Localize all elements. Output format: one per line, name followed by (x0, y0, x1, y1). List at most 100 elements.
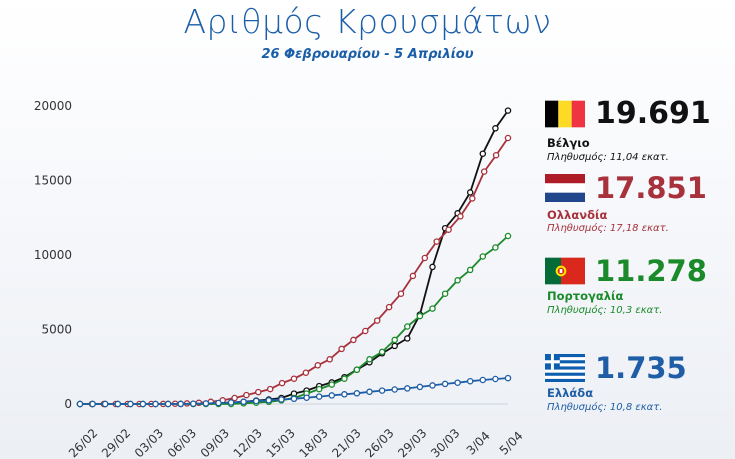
data-point (441, 380, 449, 388)
series-4 (76, 374, 512, 408)
data-point (353, 366, 361, 373)
data-point (416, 383, 424, 391)
data-point (391, 336, 398, 344)
data-point (315, 393, 323, 400)
data-point (492, 375, 499, 383)
data-point (231, 394, 238, 402)
netherlands-flag-icon (545, 174, 585, 202)
data-point (341, 391, 348, 398)
series-line (80, 137, 509, 405)
data-point (480, 168, 488, 175)
greece-value: 1.735 (595, 351, 687, 385)
data-point (492, 125, 499, 132)
data-point (391, 386, 398, 393)
greece-population: Πληθυσμός: 10,8 εκατ. (547, 402, 663, 413)
data-point (164, 400, 172, 408)
x-tick-label: 06/03 (165, 426, 199, 459)
data-point (366, 356, 373, 363)
data-point (278, 396, 285, 403)
data-point (479, 150, 487, 157)
data-point (479, 376, 487, 384)
data-point (328, 381, 336, 388)
data-point (127, 400, 134, 408)
data-point (504, 232, 512, 240)
data-point (240, 398, 247, 406)
x-tick-label: 09/03 (198, 426, 232, 459)
data-point (190, 400, 197, 407)
data-point (429, 305, 436, 312)
greece-country: Ελλάδα (547, 386, 594, 400)
data-point (385, 303, 393, 311)
data-point (441, 290, 449, 297)
data-point (429, 263, 436, 271)
data-point (445, 226, 452, 233)
x-tick-label: 3/04 (464, 429, 493, 458)
x-tick-label: 15/03 (264, 426, 298, 459)
series-2 (76, 134, 512, 408)
data-point (315, 385, 323, 393)
chart-subtitle: 26 Φεβρουαρίου - 5 Απριλίου (261, 47, 474, 62)
data-point (266, 385, 274, 393)
x-tick-label: 12/03 (231, 426, 265, 459)
data-point (152, 400, 159, 408)
data-point (290, 395, 298, 403)
data-point (397, 290, 405, 297)
data-point (353, 390, 361, 397)
y-tick-label: 20000 (34, 99, 72, 113)
x-tick-label: 26/03 (362, 426, 396, 459)
data-point (366, 388, 373, 396)
data-point (255, 388, 262, 396)
greece-flag-icon (545, 354, 585, 382)
data-point (328, 392, 336, 399)
data-point (243, 391, 250, 399)
data-point (202, 400, 210, 407)
data-point (404, 323, 411, 330)
data-point (290, 375, 298, 382)
data-point (139, 400, 147, 408)
y-tick-label: 15000 (34, 174, 72, 188)
data-point (504, 134, 512, 142)
netherlands-population: Πληθυσμός: 17,18 εκατ. (547, 223, 669, 234)
data-point (421, 254, 429, 262)
data-point (466, 266, 474, 274)
netherlands-country: Ολλανδία (547, 208, 608, 222)
belgium-country: Βέλγιο (547, 136, 590, 150)
data-point (314, 362, 322, 369)
x-axis: 26/0229/0203/0306/0309/0312/0315/0318/03… (66, 403, 526, 459)
data-point (378, 387, 386, 394)
belgium-value: 19.691 (595, 96, 711, 131)
x-tick-label: 30/03 (428, 426, 462, 459)
x-tick-label: 26/02 (66, 426, 100, 459)
data-point (457, 213, 464, 220)
data-point (76, 400, 84, 408)
data-point (466, 377, 474, 385)
x-tick-label: 21/03 (329, 426, 363, 459)
data-point (404, 335, 411, 342)
belgium-flag-icon (545, 100, 585, 128)
x-tick-label: 29/03 (395, 426, 429, 459)
data-point (479, 253, 487, 260)
portugal-country: Πορτογαλία (547, 289, 624, 303)
belgium-population: Πληθυσμός: 11,04 εκατ. (547, 152, 669, 163)
y-tick-label: 0 (64, 397, 72, 411)
y-axis: 0 5000 10000 15000 20000 (34, 99, 72, 411)
data-point (454, 277, 461, 284)
data-point (504, 107, 512, 114)
data-point (429, 382, 436, 389)
data-point (303, 394, 310, 401)
data-point (326, 356, 333, 363)
data-point (391, 342, 398, 350)
x-tick-label: 03/03 (132, 426, 166, 459)
netherlands-value: 17.851 (595, 171, 707, 205)
series-line (80, 110, 509, 405)
portugal-flag-icon (545, 257, 585, 285)
data-point (89, 400, 96, 408)
data-point (404, 385, 411, 392)
data-point (409, 272, 417, 280)
portugal-value: 11.278 (595, 254, 707, 288)
chart-title: Αριθμός Κρουσμάτων (183, 2, 552, 41)
data-point (433, 238, 440, 245)
data-point (466, 189, 474, 196)
data-point (338, 345, 345, 353)
